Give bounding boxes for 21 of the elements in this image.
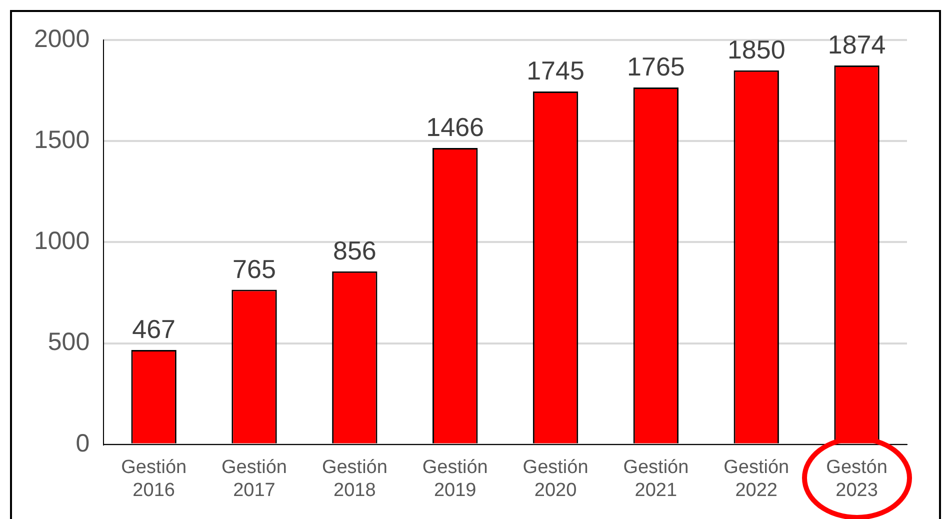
y-tick-label: 500 bbox=[48, 328, 90, 356]
x-tick-label: Gestión 2020 bbox=[522, 457, 588, 501]
data-label: 467 bbox=[132, 314, 176, 344]
x-tick-label: Gestión 2021 bbox=[623, 457, 689, 501]
y-tick-label: 0 bbox=[76, 429, 90, 458]
x-tick-label: Gestión 2017 bbox=[222, 457, 287, 501]
x-tick-label: Gestión 2016 bbox=[121, 457, 187, 501]
x-tick-label: Gestión 2022 bbox=[724, 457, 790, 501]
x-tick-label: Gestión 2019 bbox=[422, 457, 488, 501]
data-label: 856 bbox=[332, 235, 376, 266]
data-label: 765 bbox=[232, 254, 276, 284]
data-label: 1765 bbox=[627, 52, 685, 82]
data-label: 1850 bbox=[727, 34, 786, 64]
x-tick-label: Gestión 2018 bbox=[322, 457, 388, 501]
y-tick-label: 2000 bbox=[34, 24, 90, 53]
data-label: 1466 bbox=[426, 112, 484, 142]
data-label: 1745 bbox=[526, 56, 584, 86]
y-tick-label: 1000 bbox=[34, 227, 90, 256]
y-tick-label: 1500 bbox=[34, 126, 90, 154]
data-label: 1874 bbox=[828, 30, 886, 60]
x-tick-label: Gestón 2023 bbox=[826, 457, 888, 501]
